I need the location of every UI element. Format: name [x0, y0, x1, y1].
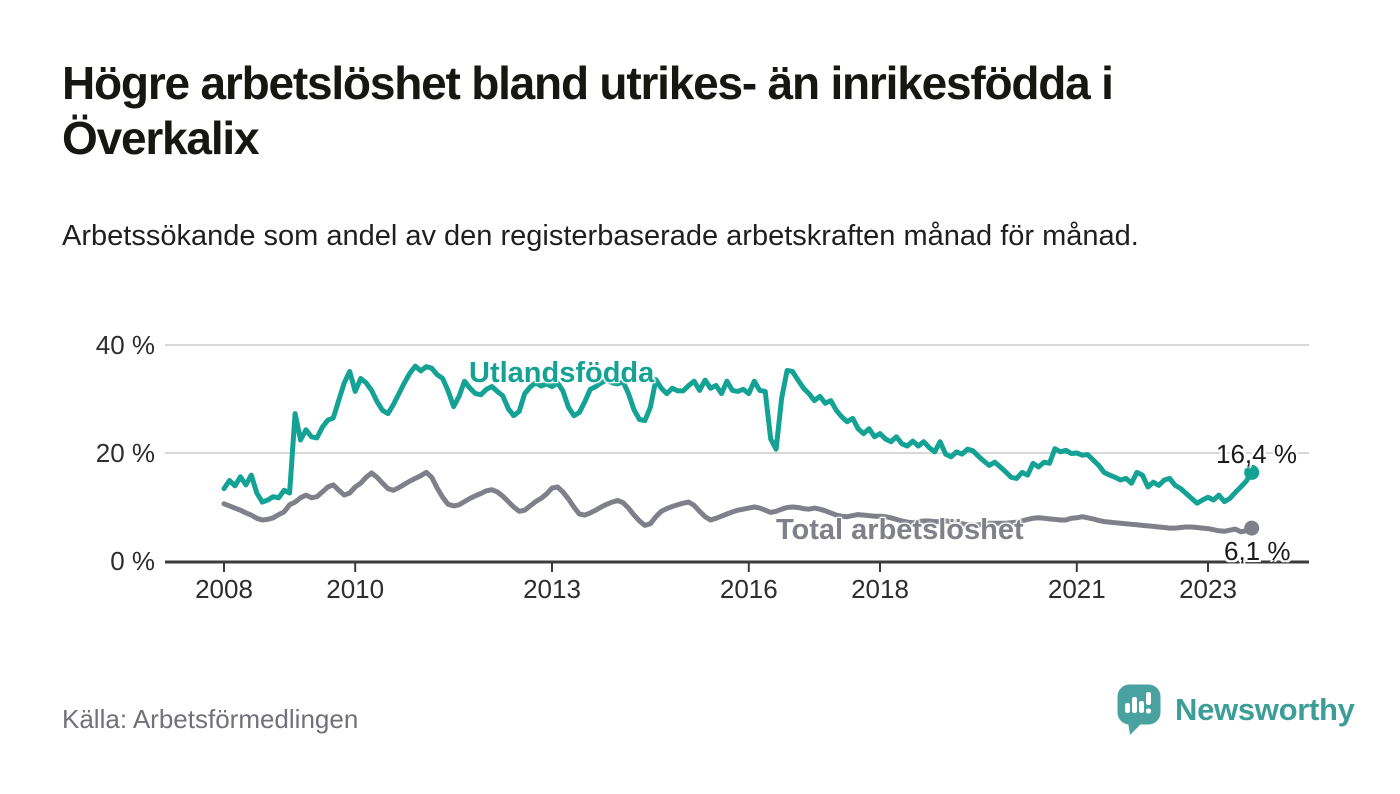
x-axis-tick-label: 2010	[326, 574, 385, 604]
x-axis-tick-label: 2008	[195, 574, 253, 604]
x-axis-tick-label: 2016	[719, 574, 778, 604]
x-axis-tick-label: 2021	[1047, 574, 1106, 604]
end-value-label-utlandsfodda: 16,4 %	[1216, 439, 1297, 469]
page-title: Högre arbetslöshet bland utrikes- än inr…	[62, 57, 1114, 164]
page-subtitle: Arbetssökande som andel av den registerb…	[62, 220, 1139, 252]
series-label-total-arbetsloshet: Total arbetslöshet	[776, 514, 1024, 546]
end-dot-1	[1244, 520, 1260, 536]
newsworthy-logo-text: Newsworthy	[1175, 692, 1355, 727]
newsworthy-logo: Newsworthy	[1117, 684, 1355, 736]
series-line-1	[221, 469, 1255, 535]
source-note: Källa: Arbetsförmedlingen	[62, 704, 359, 734]
y-axis-tick-label: 0 %	[110, 546, 155, 576]
series-line-0	[221, 363, 1255, 506]
x-axis-tick-label: 2018	[851, 574, 909, 604]
series-label-utlandsfodda: Utlandsfödda	[469, 357, 655, 389]
y-axis-tick-label: 40 %	[95, 330, 155, 360]
x-axis-tick-label: 2023	[1179, 574, 1237, 604]
newsworthy-bubble-bar-chart-icon	[1117, 684, 1161, 735]
x-axis-tick-label: 2013	[523, 574, 581, 604]
end-value-label-total: 6,1 %	[1224, 536, 1291, 566]
y-axis-tick-label: 20 %	[95, 438, 155, 468]
end-dot-0	[1244, 464, 1260, 480]
